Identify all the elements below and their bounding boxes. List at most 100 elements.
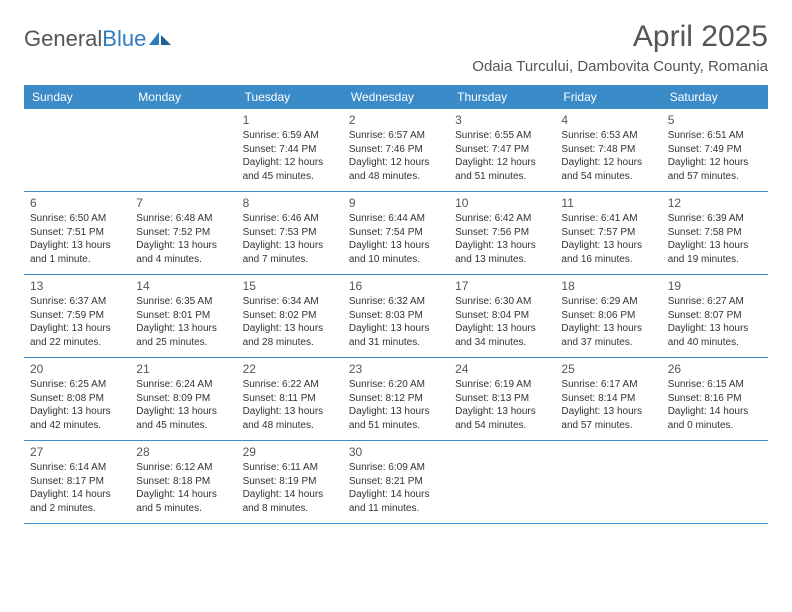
sunset-text: Sunset: 7:46 PM: [349, 143, 443, 157]
day-number: 6: [30, 196, 124, 210]
sunset-text: Sunset: 8:03 PM: [349, 309, 443, 323]
calendar-week: 27Sunrise: 6:14 AMSunset: 8:17 PMDayligh…: [24, 441, 768, 524]
brand-part2: Blue: [102, 26, 146, 52]
daylight-text: Daylight: 13 hours and 45 minutes.: [136, 405, 230, 432]
sunrise-text: Sunrise: 6:34 AM: [243, 295, 337, 309]
sunset-text: Sunset: 8:01 PM: [136, 309, 230, 323]
daylight-text: Daylight: 13 hours and 22 minutes.: [30, 322, 124, 349]
daylight-text: Daylight: 13 hours and 16 minutes.: [561, 239, 655, 266]
sunrise-text: Sunrise: 6:24 AM: [136, 378, 230, 392]
day-number: 18: [561, 279, 655, 293]
sunset-text: Sunset: 7:48 PM: [561, 143, 655, 157]
day-details: Sunrise: 6:17 AMSunset: 8:14 PMDaylight:…: [561, 378, 655, 432]
calendar-cell: 18Sunrise: 6:29 AMSunset: 8:06 PMDayligh…: [555, 275, 661, 358]
day-details: Sunrise: 6:20 AMSunset: 8:12 PMDaylight:…: [349, 378, 443, 432]
day-number: 3: [455, 113, 549, 127]
calendar-head: SundayMondayTuesdayWednesdayThursdayFrid…: [24, 85, 768, 109]
location-text: Odaia Turcului, Dambovita County, Romani…: [472, 58, 768, 75]
sunrise-text: Sunrise: 6:37 AM: [30, 295, 124, 309]
daylight-text: Daylight: 13 hours and 54 minutes.: [455, 405, 549, 432]
calendar-week: 6Sunrise: 6:50 AMSunset: 7:51 PMDaylight…: [24, 192, 768, 275]
daylight-text: Daylight: 12 hours and 48 minutes.: [349, 156, 443, 183]
sunrise-text: Sunrise: 6:14 AM: [30, 461, 124, 475]
calendar-week: 20Sunrise: 6:25 AMSunset: 8:08 PMDayligh…: [24, 358, 768, 441]
sunrise-text: Sunrise: 6:44 AM: [349, 212, 443, 226]
calendar-cell: 13 Sunrise: 6:37 AMSunset: 7:59 PMDayligh…: [24, 275, 130, 358]
daylight-text: Daylight: 12 hours and 57 minutes.: [668, 156, 762, 183]
day-number: 23: [349, 362, 443, 376]
day-number: 19: [668, 279, 762, 293]
day-details: Sunrise: 6:46 AMSunset: 7:53 PMDaylight:…: [243, 212, 337, 266]
sunrise-text: Sunrise: 6:50 AM: [30, 212, 124, 226]
daylight-text: Daylight: 13 hours and 31 minutes.: [349, 322, 443, 349]
sunrise-text: Sunrise: 6:57 AM: [349, 129, 443, 143]
calendar-cell: 30Sunrise: 6:09 AMSunset: 8:21 PMDayligh…: [343, 441, 449, 524]
sunrise-text: Sunrise: 6:20 AM: [349, 378, 443, 392]
daylight-text: Daylight: 13 hours and 7 minutes.: [243, 239, 337, 266]
sunset-text: Sunset: 8:07 PM: [668, 309, 762, 323]
calendar-cell: 23 Sunrise: 6:20 AMSunset: 8:12 PMDayligh…: [343, 358, 449, 441]
day-number: 13: [30, 279, 124, 293]
sunrise-text: Sunrise: 6:59 AM: [243, 129, 337, 143]
day-details: Sunrise: 6:24 AMSunset: 8:09 PMDaylight:…: [136, 378, 230, 432]
day-number: 11: [561, 196, 655, 210]
sunset-text: Sunset: 7:56 PM: [455, 226, 549, 240]
day-header: Thursday: [449, 85, 555, 109]
day-header: Sunday: [24, 85, 130, 109]
sunset-text: Sunset: 8:14 PM: [561, 392, 655, 406]
calendar-cell: 19Sunrise: 6:27 AMSunset: 8:07 PMDayligh…: [662, 275, 768, 358]
day-details: Sunrise: 6:59 AMSunset: 7:44 PMDaylight:…: [243, 129, 337, 183]
sunset-text: Sunset: 8:06 PM: [561, 309, 655, 323]
calendar-week: 1Sunrise: 6:59 AMSunset: 7:44 PMDaylight…: [24, 109, 768, 192]
daylight-text: Daylight: 13 hours and 42 minutes.: [30, 405, 124, 432]
sunset-text: Sunset: 7:54 PM: [349, 226, 443, 240]
day-number: 27: [30, 445, 124, 459]
day-details: Sunrise: 6:44 AMSunset: 7:54 PMDaylight:…: [349, 212, 443, 266]
daylight-text: Daylight: 13 hours and 19 minutes.: [668, 239, 762, 266]
day-number: 10: [455, 196, 549, 210]
sunset-text: Sunset: 7:47 PM: [455, 143, 549, 157]
calendar-cell: 28Sunrise: 6:12 AMSunset: 8:18 PMDayligh…: [130, 441, 236, 524]
day-number: 20: [30, 362, 124, 376]
sunset-text: Sunset: 7:49 PM: [668, 143, 762, 157]
title-block: April 2025 Odaia Turcului, Dambovita Cou…: [472, 20, 768, 75]
day-number: 12: [668, 196, 762, 210]
sunrise-text: Sunrise: 6:55 AM: [455, 129, 549, 143]
calendar-cell: 26Sunrise: 6:15 AMSunset: 8:16 PMDayligh…: [662, 358, 768, 441]
calendar-cell: 27Sunrise: 6:14 AMSunset: 8:17 PMDayligh…: [24, 441, 130, 524]
sunrise-text: Sunrise: 6:30 AM: [455, 295, 549, 309]
sunrise-text: Sunrise: 6:19 AM: [455, 378, 549, 392]
calendar-cell: 24Sunrise: 6:19 AMSunset: 8:13 PMDayligh…: [449, 358, 555, 441]
logo-sail-icon: [149, 30, 171, 48]
month-title: April 2025: [472, 20, 768, 54]
day-number: 29: [243, 445, 337, 459]
calendar-cell: [24, 109, 130, 192]
day-details: Sunrise: 6:57 AMSunset: 7:46 PMDaylight:…: [349, 129, 443, 183]
sunset-text: Sunset: 7:59 PM: [30, 309, 124, 323]
calendar-cell: 21 Sunrise: 6:24 AMSunset: 8:09 PMDayligh…: [130, 358, 236, 441]
sunrise-text: Sunrise: 6:32 AM: [349, 295, 443, 309]
daylight-text: Daylight: 13 hours and 4 minutes.: [136, 239, 230, 266]
day-details: Sunrise: 6:51 AMSunset: 7:49 PMDaylight:…: [668, 129, 762, 183]
calendar-cell: [662, 441, 768, 524]
calendar-cell: 10Sunrise: 6:42 AMSunset: 7:56 PMDayligh…: [449, 192, 555, 275]
day-details: Sunrise: 6:11 AMSunset: 8:19 PMDaylight:…: [243, 461, 337, 515]
daylight-text: Daylight: 14 hours and 2 minutes.: [30, 488, 124, 515]
sunrise-text: Sunrise: 6:17 AM: [561, 378, 655, 392]
day-details: Sunrise: 6:12 AMSunset: 8:18 PMDaylight:…: [136, 461, 230, 515]
sunrise-text: Sunrise: 6:11 AM: [243, 461, 337, 475]
calendar-cell: 9Sunrise: 6:44 AMSunset: 7:54 PMDaylight…: [343, 192, 449, 275]
day-number: 17: [455, 279, 549, 293]
daylight-text: Daylight: 13 hours and 57 minutes.: [561, 405, 655, 432]
calendar-table: SundayMondayTuesdayWednesdayThursdayFrid…: [24, 85, 768, 524]
sunset-text: Sunset: 8:08 PM: [30, 392, 124, 406]
sunset-text: Sunset: 8:18 PM: [136, 475, 230, 489]
daylight-text: Daylight: 13 hours and 37 minutes.: [561, 322, 655, 349]
day-details: Sunrise: 6:15 AMSunset: 8:16 PMDaylight:…: [668, 378, 762, 432]
day-number: 21: [136, 362, 230, 376]
day-details: Sunrise: 6:53 AMSunset: 7:48 PMDaylight:…: [561, 129, 655, 183]
calendar-cell: [130, 109, 236, 192]
sunset-text: Sunset: 7:52 PM: [136, 226, 230, 240]
daylight-text: Daylight: 12 hours and 45 minutes.: [243, 156, 337, 183]
sunset-text: Sunset: 7:53 PM: [243, 226, 337, 240]
